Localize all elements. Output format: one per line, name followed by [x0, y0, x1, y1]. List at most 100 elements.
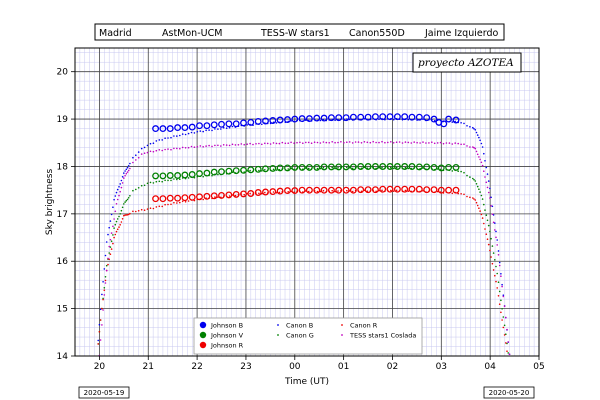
- data-point: [152, 142, 155, 144]
- data-point: [104, 279, 107, 282]
- data-point: [299, 167, 301, 170]
- data-point: [159, 195, 167, 203]
- data-point: [164, 179, 166, 182]
- data-point: [164, 148, 166, 151]
- data-point: [331, 166, 334, 169]
- data-point: [327, 163, 335, 171]
- data-point: [378, 118, 380, 120]
- data-point: [494, 229, 496, 231]
- data-point: [101, 307, 103, 310]
- data-point: [506, 350, 508, 353]
- x-tick-label: 22: [191, 362, 202, 372]
- data-point: [442, 169, 445, 172]
- data-point: [264, 169, 266, 171]
- data-point: [437, 186, 445, 194]
- data-point: [433, 120, 436, 122]
- data-point: [442, 142, 445, 145]
- y-tick-label: 18: [57, 162, 69, 172]
- data-point: [360, 119, 363, 121]
- data-point: [246, 143, 248, 145]
- data-point: [496, 244, 499, 246]
- data-point: [357, 141, 360, 143]
- series-canon-r: [97, 189, 508, 353]
- data-point: [222, 172, 225, 174]
- data-point: [287, 120, 290, 123]
- data-point: [454, 120, 457, 123]
- data-point: [445, 168, 448, 171]
- data-point: [290, 167, 292, 170]
- data-point: [103, 268, 106, 270]
- data-point: [457, 142, 460, 145]
- data-point: [474, 180, 477, 182]
- data-point: [167, 137, 169, 139]
- x-tick-label: 03: [436, 362, 447, 372]
- data-point: [428, 142, 430, 144]
- data-point: [102, 309, 104, 311]
- data-point: [325, 167, 328, 170]
- data-point: [451, 143, 454, 145]
- data-point: [193, 146, 196, 148]
- data-point: [222, 144, 225, 146]
- data-point: [422, 190, 424, 192]
- data-point: [473, 198, 475, 200]
- data-point: [121, 182, 124, 184]
- data-point: [401, 167, 404, 170]
- data-point: [337, 190, 339, 192]
- data-point: [234, 126, 237, 128]
- data-point: [486, 186, 489, 189]
- data-point: [372, 189, 375, 192]
- data-point: [181, 200, 184, 203]
- data-point: [327, 114, 335, 122]
- data-point: [261, 170, 263, 172]
- data-point: [364, 113, 372, 121]
- data-point: [445, 163, 453, 171]
- data-point: [369, 167, 372, 169]
- data-point: [167, 179, 169, 182]
- data-point: [494, 259, 496, 261]
- data-point: [431, 190, 433, 192]
- data-point: [114, 210, 117, 213]
- data-point: [485, 181, 488, 184]
- legend-item: Canon R: [341, 321, 378, 329]
- data-point: [310, 120, 313, 122]
- data-point: [422, 118, 424, 121]
- data-point: [485, 166, 488, 169]
- data-point: [469, 196, 471, 199]
- data-point: [460, 170, 462, 173]
- data-point: [395, 117, 398, 120]
- data-point: [448, 142, 451, 144]
- data-point: [179, 178, 181, 180]
- data-point: [489, 187, 491, 190]
- data-point: [407, 190, 410, 192]
- data-point: [386, 113, 394, 121]
- data-point: [158, 205, 161, 208]
- data-point: [334, 141, 336, 144]
- data-point: [310, 142, 313, 144]
- data-point: [497, 250, 500, 252]
- data-point: [203, 192, 211, 200]
- data-point: [240, 166, 247, 174]
- data-point: [340, 166, 342, 169]
- data-point: [502, 294, 505, 297]
- data-point: [225, 120, 233, 128]
- data-point: [425, 119, 427, 122]
- header-location: Madrid: [99, 28, 132, 39]
- data-point: [217, 196, 219, 199]
- data-point: [278, 121, 281, 124]
- data-point: [307, 190, 310, 193]
- data-point: [320, 186, 328, 194]
- data-point: [101, 324, 103, 326]
- data-point: [305, 163, 313, 171]
- data-point: [152, 172, 160, 180]
- data-point: [472, 177, 474, 180]
- legend-label: Canon R: [350, 321, 378, 329]
- data-point: [258, 192, 260, 195]
- data-point: [460, 143, 462, 146]
- data-point: [115, 220, 118, 223]
- data-point: [118, 194, 120, 197]
- data-point: [127, 197, 130, 199]
- data-point: [196, 122, 203, 130]
- data-point: [346, 118, 348, 120]
- data-point: [372, 140, 375, 143]
- data-point: [107, 257, 109, 260]
